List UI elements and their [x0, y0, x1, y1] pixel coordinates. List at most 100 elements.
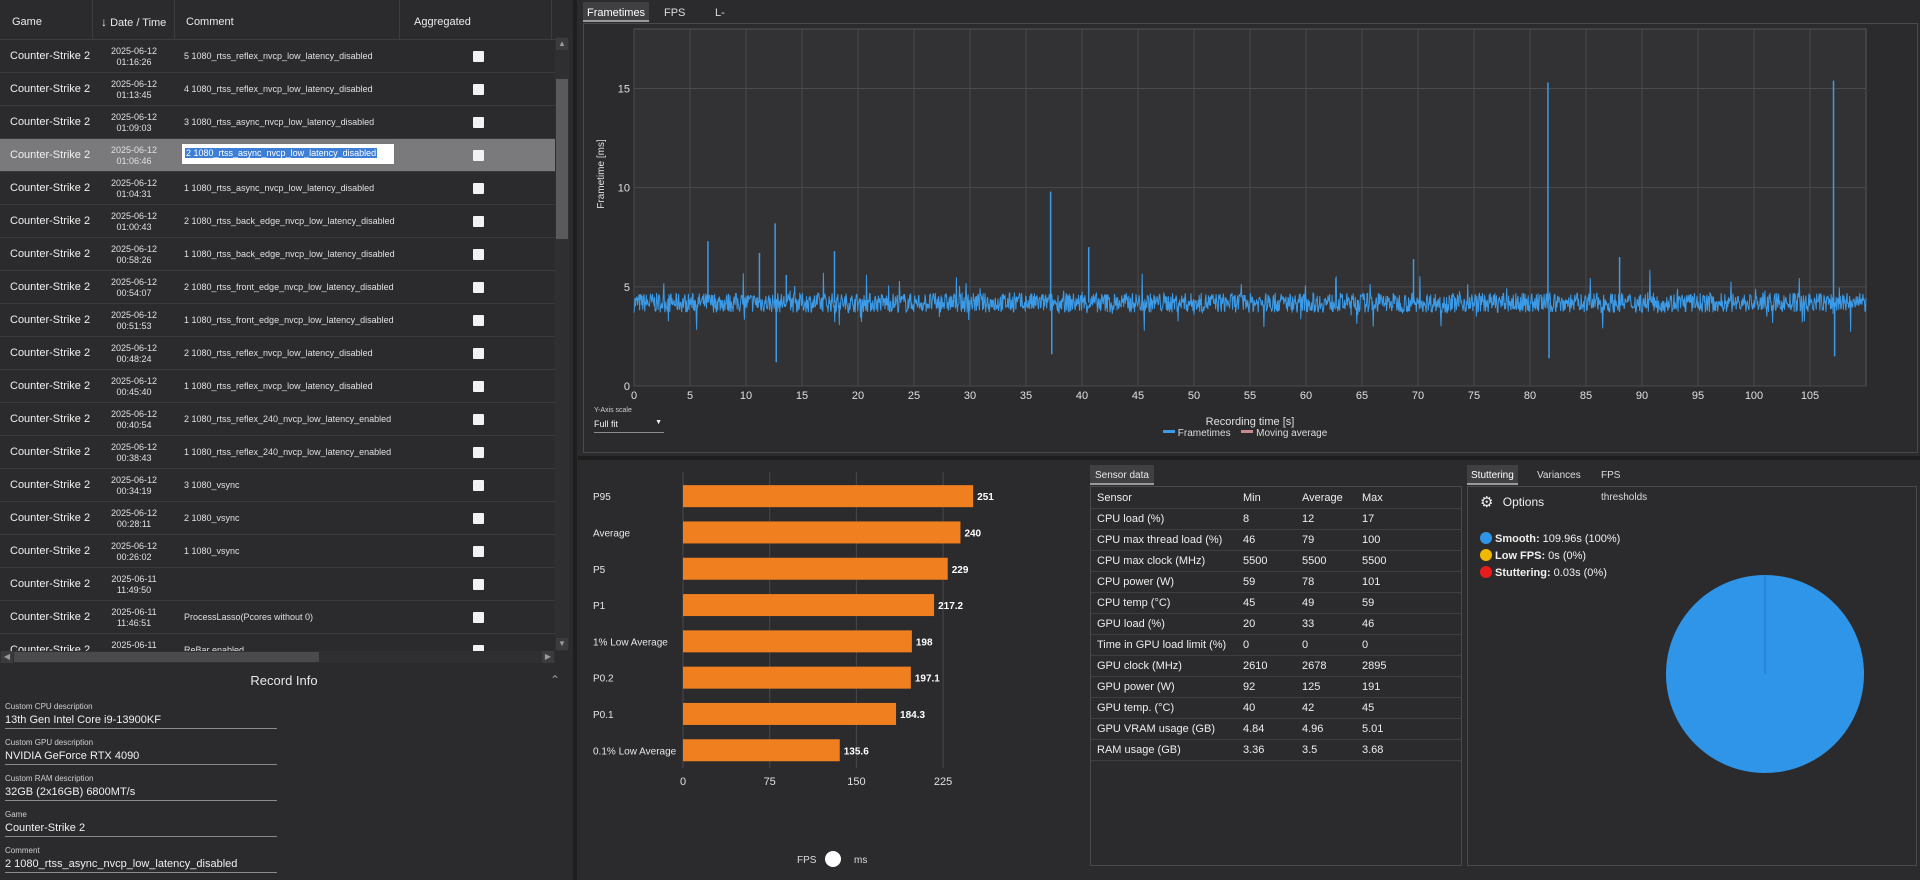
aggregated-checkbox[interactable]	[473, 414, 484, 425]
comment-field[interactable]: 2 1080_rtss_async_nvcp_low_latency_disab…	[5, 858, 277, 873]
table-row[interactable]: Counter-Strike 2 2025-06-12 00:58:26 1 1080…	[0, 238, 555, 271]
column-header-comment[interactable]: Comment	[175, 0, 400, 40]
bar[interactable]	[683, 666, 911, 689]
row-comment[interactable]: 1 1080_rtss_reflex_nvcp_low_latency_disa…	[184, 381, 373, 391]
column-header-aggregated[interactable]: Aggregated	[400, 0, 552, 40]
table-row[interactable]: Counter-Strike 2 2025-06-12 00:38:43 1 1080…	[0, 436, 555, 469]
column-header-game[interactable]: Game	[0, 0, 93, 40]
aggregated-checkbox[interactable]	[473, 645, 484, 652]
row-comment[interactable]: ProcessLasso(Pcores without 0)	[184, 612, 314, 622]
game-field[interactable]: Counter-Strike 2	[5, 822, 277, 837]
table-row[interactable]: Counter-Strike 2 2025-06-11 ReBar enabled	[0, 634, 555, 652]
tab-fps[interactable]: FPS	[664, 7, 686, 19]
aggregated-checkbox[interactable]	[473, 249, 484, 260]
table-row[interactable]: Counter-Strike 2 2025-06-12 01:09:03 3 1080…	[0, 106, 555, 139]
row-comment[interactable]: 2 1080_rtss_reflex_nvcp_low_latency_disa…	[184, 348, 373, 358]
row-comment[interactable]: 2 1080_rtss_front_edge_nvcp_low_latency_…	[184, 282, 394, 292]
bar[interactable]	[683, 557, 948, 580]
vertical-splitter[interactable]	[573, 0, 577, 880]
y-axis-scale-select[interactable]: Full fit ▼	[594, 419, 664, 433]
table-row[interactable]: Counter-Strike 2 2025-06-12 01:16:26 5 1080…	[0, 40, 555, 73]
table-row[interactable]: Counter-Strike 2 2025-06-12 00:51:53 1 1080…	[0, 304, 555, 337]
horizontal-splitter[interactable]	[578, 456, 1920, 460]
aggregated-checkbox[interactable]	[473, 51, 484, 62]
row-comment[interactable]: 3 1080_rtss_async_nvcp_low_latency_disab…	[184, 117, 375, 127]
vertical-scroll-thumb[interactable]	[556, 79, 568, 239]
aggregated-checkbox[interactable]	[473, 117, 484, 128]
row-comment[interactable]: 5 1080_rtss_reflex_nvcp_low_latency_disa…	[184, 51, 373, 61]
aggregated-checkbox[interactable]	[473, 579, 484, 590]
bar[interactable]	[683, 630, 912, 653]
row-comment[interactable]: 1 1080_rtss_reflex_240_nvcp_low_latency_…	[184, 447, 392, 457]
table-row[interactable]: Counter-Strike 2 2025-06-12 01:00:43 2 1080…	[0, 205, 555, 238]
row-comment[interactable]: 2 1080_rtss_reflex_240_nvcp_low_latency_…	[184, 414, 392, 424]
aggregated-checkbox[interactable]	[473, 480, 484, 491]
table-row[interactable]: Counter-Strike 2 2025-06-12 01:06:46 2 1080…	[0, 139, 555, 172]
aggregated-checkbox[interactable]	[473, 612, 484, 623]
aggregated-checkbox[interactable]	[473, 282, 484, 293]
row-comment[interactable]: ReBar enabled	[184, 645, 245, 652]
aggregated-checkbox[interactable]	[473, 513, 484, 524]
table-row[interactable]: Counter-Strike 2 2025-06-12 00:28:11 2 1080…	[0, 502, 555, 535]
tab-l-shape[interactable]: L-shape	[715, 7, 745, 41]
aggregated-checkbox[interactable]	[473, 183, 484, 194]
row-comment[interactable]: 3 1080_vsync	[184, 480, 240, 490]
bar[interactable]	[683, 485, 974, 508]
cpu-description-field[interactable]: 13th Gen Intel Core i9-13900KF	[5, 714, 277, 729]
bar[interactable]	[683, 702, 897, 725]
ram-description-field[interactable]: 32GB (2x16GB) 6800MT/s	[5, 786, 277, 801]
fps-percentile-chart[interactable]: 0 75 150 225 P95 251 Average 240 P5 229 P1 217.2 1%…	[583, 462, 1083, 867]
row-comment[interactable]: 4 1080_rtss_reflex_nvcp_low_latency_disa…	[184, 84, 373, 94]
row-comment[interactable]: 1 1080_rtss_async_nvcp_low_latency_disab…	[184, 183, 375, 193]
aggregated-checkbox[interactable]	[473, 315, 484, 326]
table-row[interactable]: Counter-Strike 2 2025-06-12 00:34:19 3 1080…	[0, 469, 555, 502]
frametimes-chart[interactable]: 0 5 10 15 20 25 30 35 40 45 50 55 60 65 70 75 80 85 90 95 10…	[584, 24, 1917, 452]
tab-sensor-data[interactable]: Sensor data	[1090, 465, 1154, 485]
fps-ms-toggle[interactable]: FPS ms	[797, 851, 867, 867]
table-row[interactable]: Counter-Strike 2 2025-06-12 00:40:54 2 1080…	[0, 403, 555, 436]
tab-frametimes[interactable]: Frametimes	[583, 2, 650, 22]
row-game: Counter-Strike 2	[10, 314, 91, 326]
horizontal-scroll-thumb[interactable]	[14, 652, 319, 662]
table-row[interactable]: Counter-Strike 2 2025-06-11 11:46:51 Proces…	[0, 601, 555, 634]
scroll-right-icon[interactable]: ▶	[542, 651, 554, 663]
aggregated-checkbox[interactable]	[473, 381, 484, 392]
table-row[interactable]: Counter-Strike 2 2025-06-12 00:54:07 2 1080…	[0, 271, 555, 304]
comment-edit-input[interactable]: 2 1080_rtss_async_nvcp_low_latency_disab…	[181, 143, 395, 165]
row-comment[interactable]: 1 1080_rtss_back_edge_nvcp_low_latency_d…	[184, 249, 395, 259]
collapse-chevron-up-icon[interactable]: ⌃	[550, 673, 561, 687]
table-row[interactable]: Counter-Strike 2 2025-06-12 01:13:45 4 1080…	[0, 73, 555, 106]
scroll-up-icon[interactable]: ▲	[556, 38, 568, 50]
table-row[interactable]: Counter-Strike 2 2025-06-11 11:49:50	[0, 568, 555, 601]
scroll-left-icon[interactable]: ◀	[1, 651, 13, 663]
ram-description-label: Custom RAM description	[5, 774, 94, 783]
scroll-down-icon[interactable]: ▼	[556, 638, 568, 650]
aggregated-checkbox[interactable]	[473, 150, 484, 161]
aggregated-checkbox[interactable]	[473, 447, 484, 458]
aggregated-checkbox[interactable]	[473, 546, 484, 557]
row-comment[interactable]: 2 1080_vsync	[184, 513, 240, 523]
table-row[interactable]: Counter-Strike 2 2025-06-12 00:45:40 1 1080…	[0, 370, 555, 403]
bar[interactable]	[683, 521, 961, 544]
row-comment[interactable]: 1 1080_rtss_front_edge_nvcp_low_latency_…	[184, 315, 394, 325]
options-button[interactable]: ⚙ Options	[1480, 493, 1544, 511]
gpu-description-field[interactable]: NVIDIA GeForce RTX 4090	[5, 750, 277, 765]
sensor-cell: 78	[1302, 576, 1315, 588]
sensor-header-row: Sensor Min Average Max	[1091, 488, 1461, 509]
table-row[interactable]: Counter-Strike 2 2025-06-12 00:26:02 1 1080…	[0, 535, 555, 568]
stuttering-pie-chart[interactable]	[1666, 575, 1866, 775]
row-comment[interactable]: 1 1080_vsync	[184, 546, 240, 556]
bar[interactable]	[683, 594, 935, 617]
table-row[interactable]: Counter-Strike 2 2025-06-12 01:04:31 1 1080…	[0, 172, 555, 205]
tab-fps-thresholds[interactable]: FPS thresholds	[1601, 470, 1648, 503]
toggle-knob[interactable]	[825, 851, 842, 867]
tab-variances[interactable]: Variances	[1537, 470, 1581, 481]
column-header-date[interactable]: ↓ Date / Time	[93, 0, 175, 40]
tab-stuttering[interactable]: Stuttering	[1467, 465, 1518, 485]
table-row[interactable]: Counter-Strike 2 2025-06-12 00:48:24 2 1080…	[0, 337, 555, 370]
row-comment[interactable]: 2 1080_rtss_back_edge_nvcp_low_latency_d…	[184, 216, 395, 226]
aggregated-checkbox[interactable]	[473, 84, 484, 95]
bar[interactable]	[683, 739, 840, 762]
aggregated-checkbox[interactable]	[473, 216, 484, 227]
aggregated-checkbox[interactable]	[473, 348, 484, 359]
